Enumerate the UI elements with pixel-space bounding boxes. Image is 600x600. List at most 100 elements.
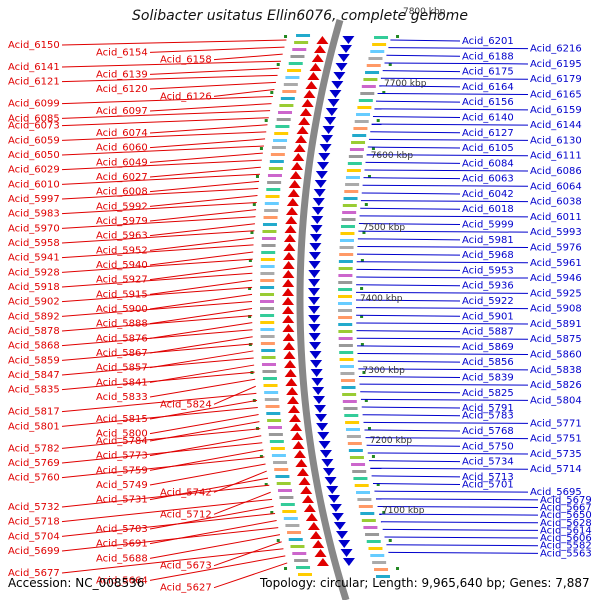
annotation-bar (260, 335, 275, 338)
annotation-bar (344, 190, 359, 193)
annotation-bar (340, 225, 355, 228)
gene-label: Acid_5928 (8, 267, 60, 278)
forward-gene-arrow (311, 54, 324, 62)
gene-label: Acid_5759 (96, 465, 148, 476)
gene-connector (382, 70, 461, 73)
reverse-gene-arrow (322, 126, 335, 134)
gene-connector (368, 460, 461, 463)
gene-label: Acid_5750 (462, 441, 514, 452)
gene-label: Acid_5650 (540, 510, 592, 521)
gene-label: Acid_6042 (462, 189, 514, 200)
right-gene-labels: Acid_6201 Acid_6216 Acid_6188 Acid_6195 Acid… (355, 36, 592, 559)
gene-label: Acid_6150 (8, 40, 60, 51)
gene-connector (371, 123, 529, 126)
gene-label: Acid_5769 (8, 458, 60, 469)
gene-connector (61, 442, 263, 464)
reverse-gene-arrow (328, 495, 341, 503)
gene-connector (372, 115, 461, 118)
gene-connector (356, 337, 529, 340)
annotation-bar (342, 393, 357, 396)
forward-gene-arrow (305, 513, 318, 521)
gene-label: Acid_6127 (462, 128, 514, 139)
gc-marker (388, 63, 392, 66)
gene-label: Acid_6060 (96, 143, 148, 154)
gene-connector (357, 360, 461, 363)
gene-label: Acid_5922 (462, 296, 514, 307)
gene-label: Acid_5791 (462, 403, 514, 414)
gene-connector (61, 60, 281, 68)
scale-tick-label: 7700 kbp (384, 79, 427, 89)
gene-connector (149, 293, 253, 310)
annotation-bar (347, 442, 362, 445)
forward-gene-arrow (284, 225, 297, 233)
reverse-gene-arrow (308, 315, 321, 323)
gene-connector (61, 74, 278, 83)
gene-label: Acid_5970 (8, 223, 60, 234)
reverse-gene-arrow (308, 297, 321, 305)
gene-connector (356, 261, 529, 264)
annotation-bar (283, 83, 298, 86)
gene-label: Acid_6086 (530, 166, 582, 177)
reverse-gene-arrow (329, 90, 342, 98)
gene-connector (149, 378, 256, 398)
annotation-bar (352, 134, 367, 137)
gc-marker (259, 455, 263, 458)
gene-label: Acid_5804 (530, 395, 582, 406)
annotation-bar (338, 295, 353, 298)
gene-connector (61, 392, 257, 413)
forward-gene-arrow (290, 423, 303, 431)
annotation-bar (261, 363, 276, 366)
annotation-bar (372, 43, 387, 46)
gene-label: Acid_5563 (540, 548, 592, 559)
annotation-bar (338, 323, 353, 326)
annotation-bar (342, 400, 357, 403)
annotation-bar (260, 321, 275, 324)
annotation-bar (358, 505, 373, 508)
gene-label: Acid_5627 (160, 583, 212, 594)
gc-marker (376, 119, 380, 122)
gene-label: Acid_5749 (96, 480, 148, 491)
gene-label: Acid_5915 (96, 289, 148, 300)
annotation-bar (268, 167, 283, 170)
forward-gene-arrow (282, 333, 295, 341)
forward-gene-arrow (301, 99, 314, 107)
gene-label: Acid_5869 (462, 342, 514, 353)
forward-gene-arrow (282, 279, 295, 287)
annotation-bar (285, 524, 300, 527)
gene-connector (61, 456, 265, 479)
annotation-bar (340, 372, 355, 375)
gene-connector (359, 383, 529, 386)
annotation-bar (294, 559, 309, 562)
annotation-bar (261, 349, 276, 352)
gene-connector (360, 398, 529, 401)
gene-label: Acid_5825 (462, 388, 514, 399)
gene-connector (358, 230, 529, 233)
gene-label: Acid_6084 (462, 158, 514, 169)
annotation-bar (338, 267, 353, 270)
forward-gene-arrow (291, 432, 304, 440)
annotation-bar (342, 211, 357, 214)
annotation-bar (261, 244, 276, 247)
annotation-bar (276, 118, 291, 121)
annotation-bar (343, 407, 358, 410)
annotation-bar (339, 365, 354, 368)
gene-connector (61, 329, 253, 347)
gene-connector (360, 391, 461, 394)
annotation-bar (285, 76, 300, 79)
gene-label: Acid_5582 (540, 541, 592, 552)
annotation-bar (283, 517, 298, 520)
gene-label: Acid_6085 (8, 113, 60, 124)
gene-connector (149, 166, 261, 178)
forward-gene-arrow (287, 396, 300, 404)
gene-connector (149, 194, 258, 207)
forward-gene-arrow (299, 108, 312, 116)
gene-connector (61, 159, 262, 171)
scale-tick-label: 7300 kbp (362, 366, 405, 376)
gene-label: Acid_5892 (8, 311, 60, 322)
annotation-bar (349, 148, 364, 151)
scale-tick-label: 7500 kbp (363, 223, 406, 233)
gene-connector (356, 314, 461, 317)
gc-marker (362, 231, 366, 234)
reverse-gene-arrow (338, 540, 351, 548)
gene-label: Acid_5891 (530, 319, 582, 330)
